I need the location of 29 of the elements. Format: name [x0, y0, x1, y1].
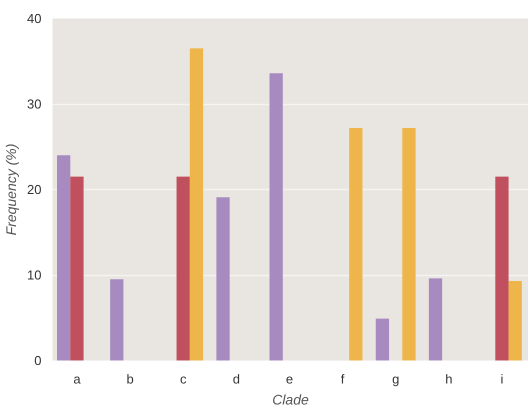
- y-tick-label: 10: [27, 268, 42, 282]
- y-axis-title: Frequency (%): [3, 144, 20, 236]
- bar: [508, 280, 522, 360]
- bar: [57, 155, 70, 360]
- bar: [110, 279, 124, 360]
- bar: [176, 176, 190, 360]
- bar: [70, 176, 84, 360]
- bar: [349, 128, 362, 360]
- bar: [402, 128, 416, 360]
- y-tick-label: 0: [34, 353, 42, 368]
- y-tick-label: 40: [27, 11, 42, 26]
- x-tick-label: g: [392, 372, 400, 386]
- x-tick-label: a: [73, 372, 82, 386]
- x-tick-label: i: [500, 372, 504, 386]
- bar: [270, 73, 283, 360]
- y-tick-label: 30: [27, 96, 42, 112]
- bar: [495, 176, 509, 360]
- x-tick-label: h: [445, 372, 452, 386]
- x-tick-label: e: [286, 372, 294, 386]
- x-tick-label: d: [232, 372, 240, 386]
- x-tick-label: c: [180, 372, 187, 386]
- x-tick-label: f: [340, 372, 345, 386]
- y-tick-label: 20: [27, 182, 42, 197]
- bar: [376, 318, 390, 360]
- x-axis-title: Clade: [272, 392, 310, 408]
- x-tick-label: b: [126, 372, 134, 386]
- bar: [428, 278, 442, 360]
- bar: [216, 197, 230, 360]
- bar: [190, 48, 204, 360]
